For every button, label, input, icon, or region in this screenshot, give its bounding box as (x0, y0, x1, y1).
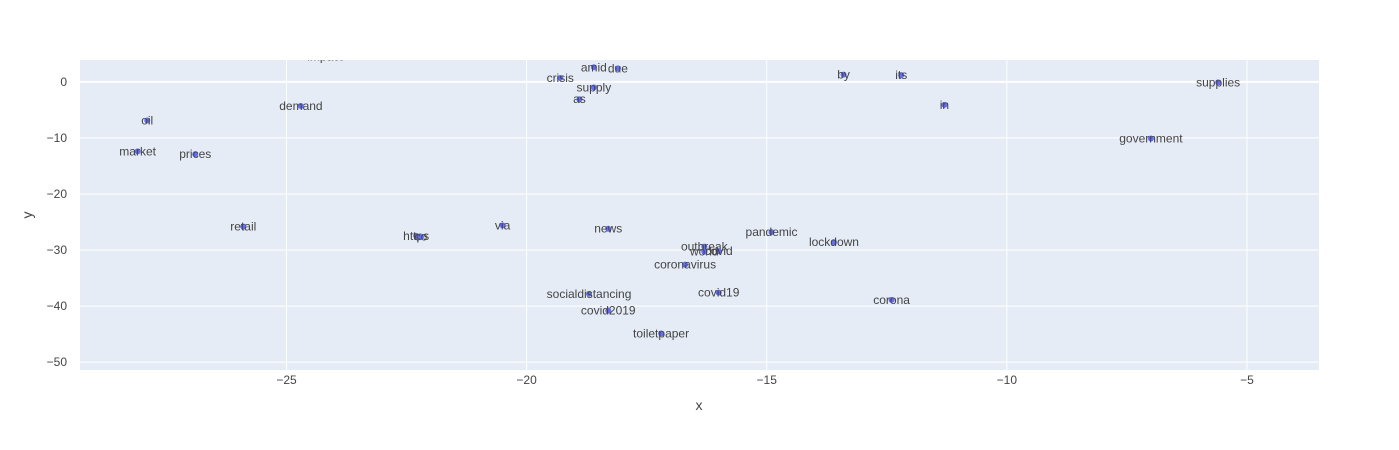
point-label: demand (279, 99, 322, 113)
scatter-point[interactable] (830, 239, 837, 246)
scatter-point[interactable] (590, 84, 597, 91)
point-label: corona (873, 293, 910, 307)
point-label: prices (179, 147, 211, 161)
x-tick-label: −10 (997, 373, 1018, 387)
scatter-point[interactable] (586, 290, 593, 297)
point-label: amid (581, 60, 607, 74)
x-axis-ticks: −25 −20 −15 −10 −5 (276, 373, 1254, 387)
y-tick-label: 0 (60, 75, 67, 89)
scatter-point[interactable] (682, 261, 689, 268)
scatter-point[interactable] (888, 296, 895, 303)
point-label: covid (705, 244, 733, 258)
point-label: world (689, 245, 719, 259)
scatter-point[interactable] (701, 248, 708, 255)
scatter-point[interactable] (417, 233, 424, 240)
point-label: socialdistancing (547, 287, 632, 301)
point-label: covid2019 (581, 304, 636, 318)
scatter-point[interactable] (605, 225, 612, 232)
x-tick-label: −25 (276, 373, 297, 387)
point-label: government (1119, 131, 1183, 145)
y-tick-label: −10 (47, 131, 68, 145)
scatter-point[interactable] (557, 74, 564, 81)
y-axis-title: y (19, 212, 35, 219)
point-label: toiletpaper (633, 327, 689, 341)
y-tick-label: −30 (47, 243, 68, 257)
scatter-point[interactable] (134, 148, 141, 155)
point-label: news (594, 222, 622, 236)
point-label: retail (230, 219, 256, 233)
scatter-point[interactable] (658, 330, 665, 337)
scatter-point[interactable] (297, 102, 304, 109)
y-tick-label: −20 (47, 187, 68, 201)
point-label: its (895, 68, 907, 82)
x-tick-label: −5 (1240, 373, 1254, 387)
grid-lines (80, 60, 1319, 370)
scatter-point[interactable] (715, 289, 722, 296)
scatter-point[interactable] (898, 72, 905, 79)
point-label: as (573, 92, 586, 106)
point-label: pandemic (746, 225, 798, 239)
point-label: oil (141, 114, 153, 128)
point-label: in (940, 98, 949, 112)
scatter-point[interactable] (715, 248, 722, 255)
scatter-point[interactable] (614, 65, 621, 72)
point-label: lockdown (809, 235, 859, 249)
scatter-point[interactable] (413, 233, 420, 240)
scatter-point[interactable] (499, 222, 506, 229)
scatter-point[interactable] (605, 307, 612, 314)
point-label: https (403, 229, 429, 243)
x-tick-label: −20 (516, 373, 537, 387)
scatter-point[interactable] (144, 117, 151, 124)
scatter-point[interactable] (1215, 79, 1222, 86)
y-tick-label: −50 (47, 355, 68, 369)
y-tick-label: −40 (47, 299, 68, 313)
scatter-point[interactable] (768, 229, 775, 236)
point-label: covid19 (698, 286, 740, 300)
scatter-point[interactable] (941, 101, 948, 108)
scatter-point[interactable] (240, 223, 247, 230)
scatter-point[interactable] (701, 243, 708, 250)
scatter-point[interactable] (840, 71, 847, 78)
plot-area (80, 60, 1319, 370)
point-label: impact (307, 50, 343, 64)
point-label: co (415, 230, 428, 244)
point-label: crisis (547, 71, 574, 85)
point-label: supplies (1196, 75, 1240, 89)
point-label: coronavirus (654, 258, 716, 272)
scatter-point[interactable] (576, 96, 583, 103)
point-label: by (837, 68, 850, 82)
point-label: market (119, 144, 156, 158)
x-tick-label: −15 (757, 373, 778, 387)
point-label: supply (577, 80, 612, 94)
scatter-point[interactable] (1147, 135, 1154, 142)
x-axis-title: x (696, 397, 703, 413)
y-axis-ticks: −50 −40 −30 −20 −10 0 (47, 75, 68, 369)
scatter-point[interactable] (192, 151, 199, 158)
point-label: via (495, 218, 511, 232)
scatter-point[interactable] (590, 64, 597, 71)
point-label: due (608, 61, 628, 75)
